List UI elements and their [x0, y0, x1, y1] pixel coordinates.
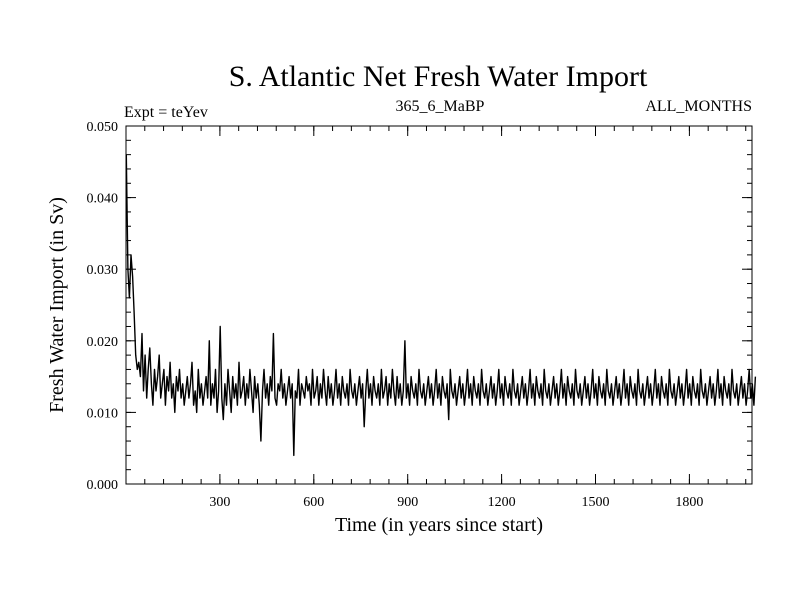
y-axis-minor-ticks: [126, 125, 752, 485]
series-line-fresh-water-import: [125, 154, 757, 457]
y-axis: 0.000 0.010 0.020 0.030 0.040 0.050: [87, 120, 752, 493]
y-tick-label: 0.010: [87, 406, 119, 421]
subtitle-expt: Expt = teYev: [124, 104, 208, 121]
y-tick-label: 0.020: [87, 335, 119, 350]
y-tick-label: 0.030: [87, 263, 119, 278]
subtitle-run: 365_6_MaBP: [396, 98, 485, 115]
plot-frame: [125, 125, 753, 485]
chart-title: S. Atlantic Net Fresh Water Import: [229, 60, 648, 93]
y-tick-label: 0.000: [87, 478, 119, 493]
y-tick-label: 0.040: [87, 192, 119, 207]
x-tick-label: 900: [397, 495, 418, 510]
y-axis-label: Fresh Water Import (in Sv): [46, 197, 68, 413]
subtitle-months: ALL_MONTHS: [645, 98, 752, 115]
x-tick-label: 1800: [675, 495, 703, 510]
x-axis-minor-ticks: [144, 126, 747, 484]
x-axis-label: Time (in years since start): [335, 514, 543, 536]
x-tick-label: 1200: [488, 495, 516, 510]
x-axis: 300 600 900 1200 1500 1800: [209, 126, 703, 510]
x-tick-label: 300: [209, 495, 230, 510]
x-tick-label: 1500: [582, 495, 610, 510]
x-tick-label: 600: [303, 495, 324, 510]
y-tick-label: 0.050: [87, 120, 119, 135]
